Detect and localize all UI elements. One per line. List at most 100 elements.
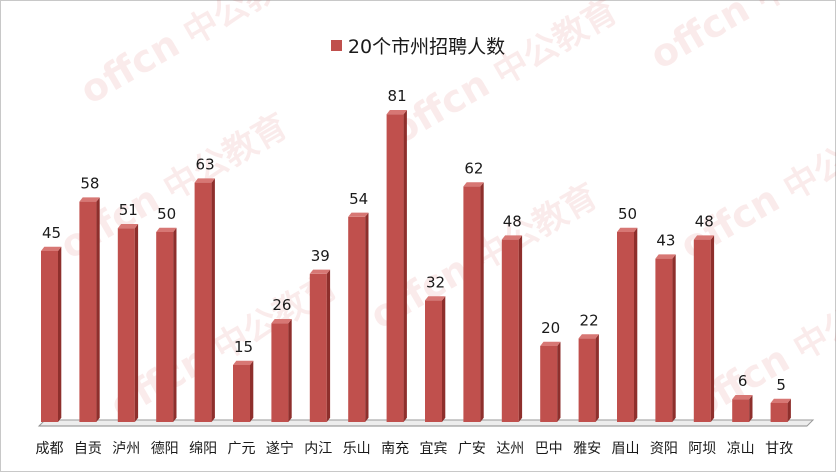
data-label: 51 [119, 201, 138, 219]
x-tick-label: 甘孜 [765, 441, 793, 457]
bar-top [194, 178, 215, 183]
x-tick-label: 达州 [496, 441, 524, 457]
bar [117, 224, 139, 422]
x-tick-label: 泸州 [112, 441, 140, 457]
bar-side [134, 224, 139, 422]
bar [463, 182, 484, 422]
bar-side [710, 235, 715, 422]
bar-side [211, 178, 215, 422]
data-label: 22 [580, 311, 599, 329]
bar-side [634, 227, 638, 422]
bar-front [578, 338, 596, 422]
data-label: 62 [464, 159, 483, 177]
bar-front [194, 182, 212, 422]
x-tick-label: 自贡 [74, 441, 102, 457]
bar-side [557, 341, 561, 422]
x-tick-label: 广安 [458, 441, 486, 457]
data-label: 58 [80, 175, 99, 193]
bar-front [233, 365, 250, 422]
bar-top [348, 212, 369, 217]
bar-series [41, 110, 791, 422]
bar-front [79, 201, 97, 422]
bar-front [348, 216, 366, 422]
data-label: 48 [695, 213, 714, 231]
data-label: 6 [738, 372, 748, 390]
data-label: 43 [656, 232, 675, 250]
bar-side [480, 182, 484, 422]
legend-swatch [330, 40, 342, 51]
bar [233, 360, 254, 422]
bar-top [79, 197, 100, 202]
bar-front [117, 228, 135, 422]
legend: 20个市州招聘人数 [0, 32, 836, 59]
bar-top [425, 296, 446, 301]
bar-side [787, 398, 791, 422]
bar [386, 110, 407, 422]
bar-top [309, 269, 331, 274]
bar [425, 296, 446, 422]
bar-front [501, 239, 519, 422]
bar [770, 398, 791, 422]
bar [501, 235, 523, 422]
bar-side [749, 395, 753, 422]
bar-side [58, 246, 62, 422]
bar-front [617, 232, 634, 422]
bar-front [770, 403, 788, 422]
bar-top [271, 319, 292, 324]
legend-label: 20个市州招聘人数 [347, 36, 506, 58]
data-label: 50 [618, 205, 637, 223]
bar-side [96, 197, 100, 422]
watermark-cn: 中公教育 [777, 106, 836, 209]
bar-side [595, 334, 599, 422]
x-tick-label: 广元 [228, 441, 256, 457]
bar-side [403, 110, 407, 422]
bar-front [732, 399, 750, 422]
bar-top [578, 334, 599, 339]
bar-top [156, 227, 177, 232]
x-tick-label: 乐山 [343, 441, 371, 457]
x-tick-label: 遂宁 [266, 440, 294, 457]
bar-top [501, 235, 523, 240]
bar [41, 246, 62, 422]
bar [540, 341, 561, 422]
data-label: 5 [776, 376, 786, 394]
bar-top [386, 110, 407, 115]
bar-top [693, 235, 715, 240]
bar-front [271, 323, 289, 422]
x-tick-label: 成都 [36, 441, 64, 457]
watermark-cn: 中公教育 [787, 266, 836, 369]
x-tick-label: 资阳 [650, 441, 678, 457]
bar-front [156, 232, 174, 422]
x-tick-label: 眉山 [612, 441, 640, 457]
bar-front [693, 239, 711, 422]
bar-side [326, 269, 331, 422]
data-label: 45 [42, 224, 61, 242]
x-tick-label: 凉山 [727, 441, 755, 457]
bar-top [770, 398, 791, 403]
bar-side [365, 212, 369, 422]
bar-top [617, 227, 638, 232]
bar [156, 227, 177, 422]
data-label: 48 [503, 213, 522, 231]
bar [271, 319, 292, 422]
bar-side [250, 360, 254, 422]
x-tick-label: 阿坝 [688, 441, 716, 457]
data-label: 81 [388, 87, 407, 105]
bar [693, 235, 715, 422]
x-axis-tick-labels: 成都 自贡 泸州 德阳 绵阳 广元 遂宁 内江 乐山 南充 宜宾 广安 达州 巴中 雅安 眉山 资阳 阿坝 凉山 甘孜 [36, 440, 794, 457]
bar-front [655, 258, 673, 422]
bar [309, 269, 331, 422]
bar [578, 334, 599, 422]
data-label: 15 [234, 338, 253, 356]
data-label: 50 [157, 205, 176, 223]
data-label: 26 [272, 296, 291, 314]
x-tick-label: 德阳 [151, 441, 179, 457]
bar-top [463, 182, 484, 187]
bar [732, 395, 753, 422]
bar-top [233, 360, 254, 365]
watermark-cn: 中公教育 [747, 0, 836, 19]
bar-front [540, 346, 558, 422]
bar-top [41, 246, 62, 251]
